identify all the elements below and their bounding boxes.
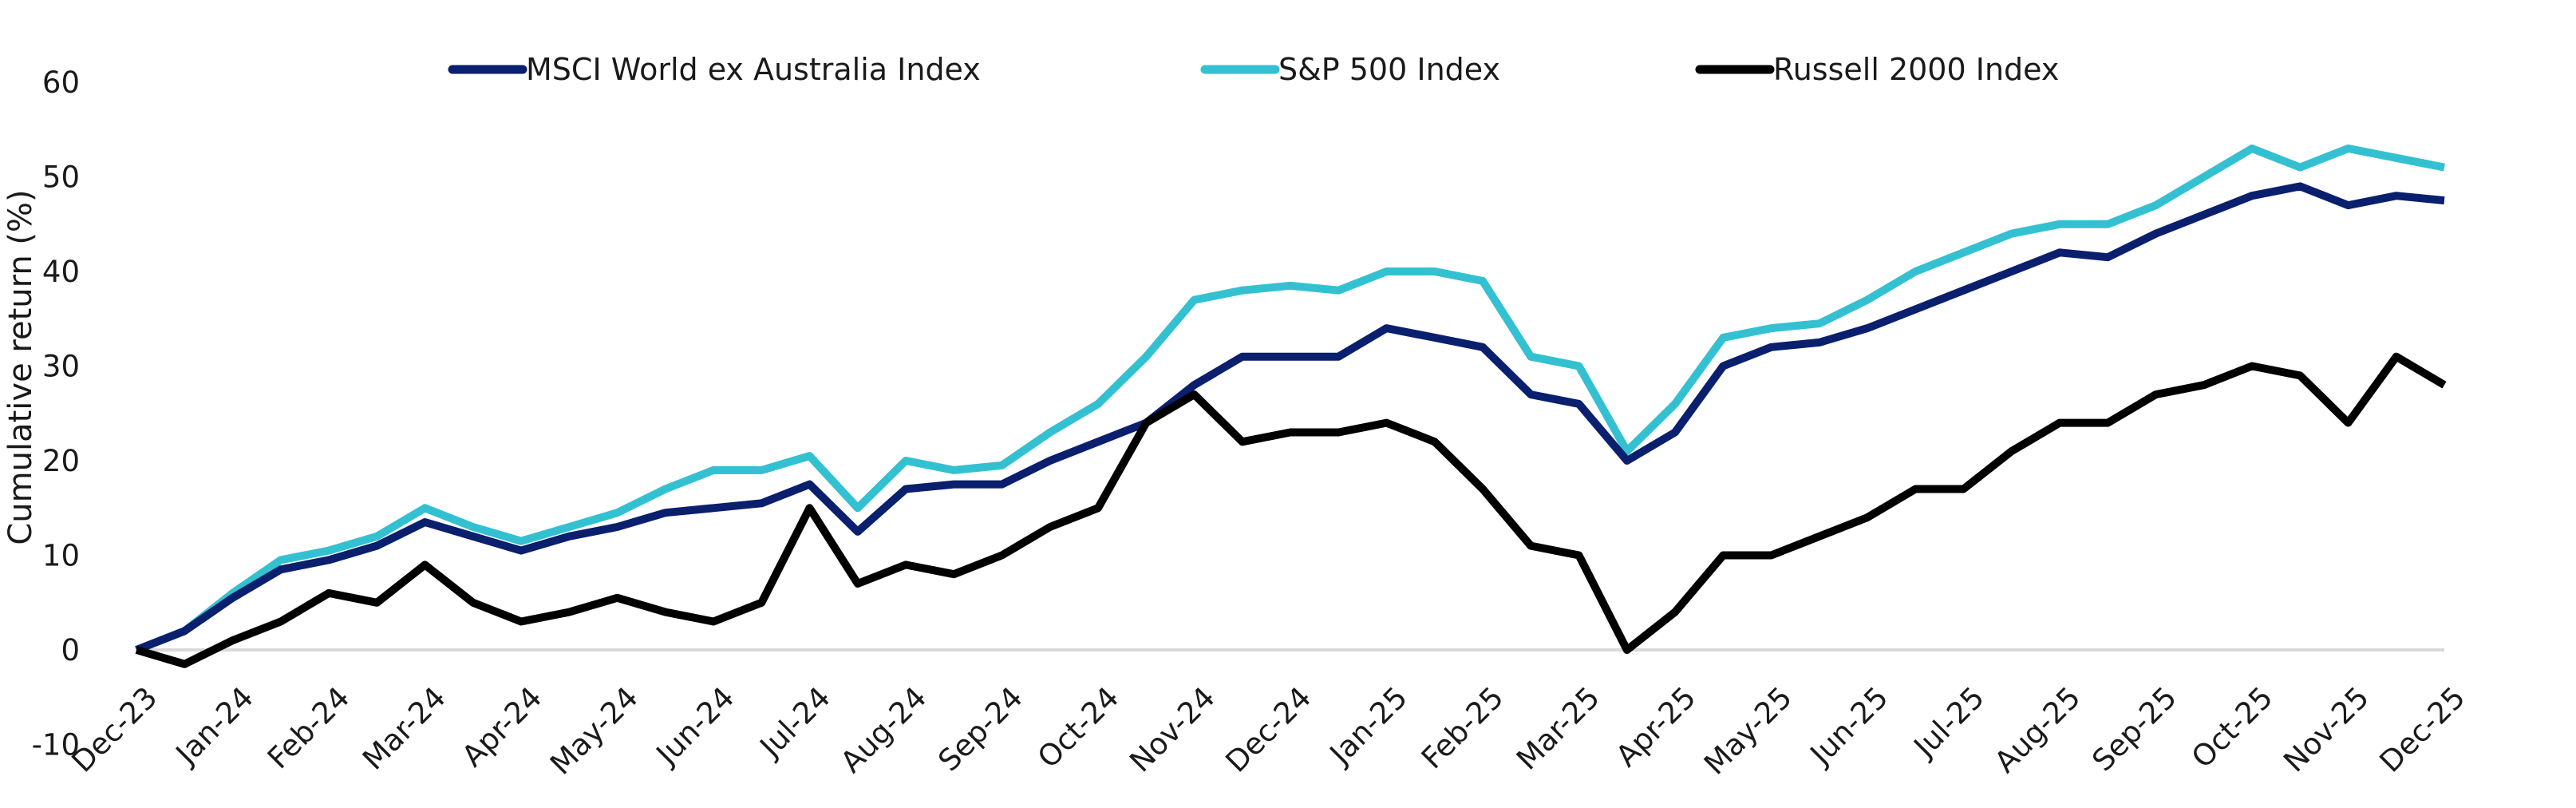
x-tick-label: Nov-25 [2277,680,2376,779]
x-tick-label: Dec-25 [2373,680,2472,779]
series-line-russell-2000-index [135,352,2447,668]
x-tick-label: Sep-24 [931,680,1029,778]
x-tick-label: Jun-25 [1803,680,1894,772]
legend: MSCI World ex Australia Index S&P 500 Ind… [448,52,2059,87]
x-tick-label: Apr-25 [1610,680,1703,774]
y-tick-label: 50 [42,160,80,195]
y-tick-label: 40 [42,255,80,289]
x-tick-label: Aug-24 [834,680,933,779]
x-tick-label: Jan-24 [168,680,260,772]
x-tick-label: Mar-25 [1510,680,1606,777]
legend-item: S&P 500 Index [1200,52,1500,87]
x-tick-label: Dec-23 [65,680,164,779]
x-tick-label: Feb-25 [1415,680,1510,775]
x-tick-label: Jun-24 [649,680,741,772]
legend-item: Russell 2000 Index [1695,52,2059,87]
y-tick-label: 20 [42,444,80,478]
y-tick-label: 30 [42,350,80,384]
legend-item: MSCI World ex Australia Index [448,52,981,87]
y-tick-label: -10 [32,728,80,762]
x-tick-label: Feb-24 [261,680,356,775]
x-tick-label: Apr-24 [456,680,549,774]
x-tick-label: Oct-25 [2185,680,2279,774]
legend-label: S&P 500 Index [1278,52,1500,87]
x-tick-label: Jul-24 [753,680,837,765]
x-tick-label: Oct-24 [1031,680,1125,774]
x-tick-label: Jan-25 [1322,680,1414,772]
x-tick-label: Mar-24 [356,680,452,777]
x-tick-label: May-25 [1697,680,1799,782]
y-tick-label: 10 [42,539,80,573]
x-tick-label: Nov-24 [1123,680,1222,779]
legend-label: Russell 2000 Index [1773,52,2059,87]
x-tick-label: Aug-25 [1988,680,2087,779]
y-axis: -10 0 10 20 30 40 50 60 [32,65,80,762]
x-tick-label: Dec-24 [1219,680,1318,779]
series-line-s-p-500-index [135,145,2445,654]
x-tick-label: May-24 [543,680,645,782]
y-tick-label: 60 [42,65,80,100]
legend-label: MSCI World ex Australia Index [526,52,981,87]
series-lines [135,145,2447,668]
series-line-msci-world-ex-australia-index [135,182,2445,654]
x-tick-label: Jul-25 [1906,680,1991,765]
y-axis-title: Cumulative return (%) [2,189,39,545]
y-tick-label: 0 [61,633,80,667]
x-tick-label: Sep-25 [2085,680,2183,778]
